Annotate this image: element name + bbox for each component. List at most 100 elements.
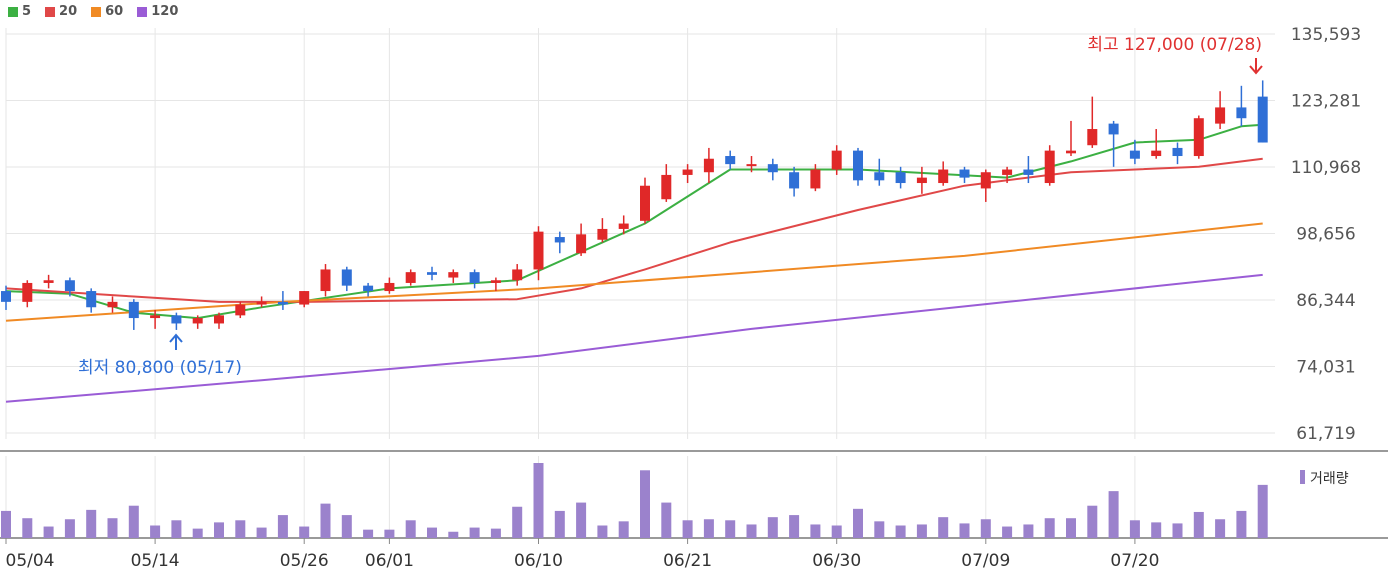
candle-body — [150, 315, 161, 319]
candle-body — [107, 301, 118, 308]
volume-bar — [1215, 519, 1226, 538]
volume-bar — [1172, 523, 1183, 538]
volume-bar — [512, 506, 523, 538]
candle-body — [1193, 118, 1204, 157]
candle-body — [789, 172, 800, 189]
volume-legend-swatch — [1300, 470, 1305, 484]
volume-bar — [597, 525, 608, 538]
volume-bar — [1236, 510, 1247, 538]
volume-bar — [1108, 491, 1119, 538]
candle-body — [831, 150, 842, 170]
candle-body — [1, 291, 11, 302]
legend-item-20[interactable]: 20 — [45, 4, 77, 19]
volume-bar — [853, 508, 863, 538]
candle-body — [1002, 169, 1013, 175]
candles — [1, 80, 1268, 330]
y-tick-label: 135,593 — [1291, 25, 1361, 45]
candle-body — [746, 164, 757, 167]
x-tick-label: 06/30 — [812, 551, 861, 570]
volume-bar — [490, 528, 501, 538]
candle-body — [214, 315, 224, 324]
candle-body — [448, 272, 459, 278]
candle-body — [682, 169, 693, 175]
legend: 5 20 60 120 — [8, 4, 178, 19]
volume-bar — [405, 520, 416, 538]
volume-bar — [256, 527, 267, 538]
volume-bar — [682, 520, 693, 538]
legend-item-60[interactable]: 60 — [91, 4, 123, 19]
volume-bar — [980, 519, 991, 538]
y-axis-ticks: 135,593 123,281 110,968 98,656 86,344 74,031 6… — [1291, 25, 1361, 444]
candle-body — [980, 172, 991, 189]
ma-line-20 — [5, 157, 1263, 303]
volume-bar — [789, 515, 800, 538]
candle-body — [1108, 123, 1119, 135]
volume-bar — [235, 520, 246, 538]
candle-body — [171, 315, 182, 324]
volume-bar — [1023, 524, 1034, 538]
y-tick-label: 61,719 — [1296, 424, 1355, 444]
legend-label: 120 — [151, 4, 179, 19]
x-tick-label: 05/26 — [280, 551, 329, 570]
candle-body — [703, 158, 714, 173]
volume-bar — [703, 519, 714, 538]
volume-bar — [746, 524, 757, 538]
legend-label: 5 — [22, 4, 32, 19]
high-annotation: 최고 127,000 (07/28) — [1087, 35, 1262, 55]
volume-bar — [1193, 511, 1204, 538]
x-tick-label: 07/09 — [961, 551, 1010, 570]
candle-body — [1151, 150, 1162, 157]
candle-body — [363, 285, 374, 292]
legend-label: 60 — [105, 4, 124, 19]
volume-bar — [895, 525, 906, 538]
volume-bar — [86, 509, 97, 538]
candle-body — [874, 172, 885, 181]
legend-swatch-icon — [8, 6, 18, 17]
candle-body — [725, 156, 736, 165]
candle-body — [938, 169, 949, 184]
volume-bar — [1066, 518, 1076, 538]
volume-bar — [214, 522, 224, 538]
volume-bar — [767, 517, 778, 538]
candle-body — [576, 234, 587, 254]
volume-bar — [384, 529, 395, 538]
volume-bar — [831, 525, 842, 538]
candle-body — [1257, 96, 1268, 143]
y-tick-label: 123,281 — [1291, 91, 1361, 111]
candle-body — [1172, 147, 1183, 157]
candle-body — [384, 282, 395, 292]
volume-bar — [618, 521, 629, 538]
volume-bar — [64, 519, 75, 538]
x-tick-label: 05/04 — [6, 551, 55, 570]
legend-swatch-icon — [137, 6, 148, 17]
candle-body — [597, 228, 608, 240]
y-tick-label: 86,344 — [1296, 291, 1355, 311]
candle-body — [512, 269, 523, 281]
volume-bar — [363, 529, 374, 538]
ma-line-5 — [5, 123, 1263, 320]
volume-bar — [554, 510, 565, 538]
candle-body — [1044, 150, 1055, 184]
volume-bar — [640, 470, 650, 538]
candle-body — [341, 269, 352, 286]
volume-bar — [22, 518, 33, 538]
candle-body — [277, 301, 288, 305]
legend-item-5[interactable]: 5 — [8, 4, 31, 19]
x-tick-label: 05/14 — [131, 551, 180, 570]
candle-body — [320, 269, 331, 292]
ma-line-120 — [5, 273, 1263, 403]
volume-bar — [277, 515, 288, 538]
volume-bar — [938, 517, 949, 538]
candle-body — [661, 174, 672, 200]
candle-body — [64, 280, 75, 292]
volume-bar — [1129, 520, 1140, 538]
volume-bar — [1, 510, 11, 538]
volume-bar — [43, 526, 54, 538]
volume-bar — [576, 502, 587, 538]
candle-body — [1129, 150, 1140, 159]
x-tick-label: 07/20 — [1110, 551, 1159, 570]
candle-body — [192, 318, 203, 324]
legend-item-120[interactable]: 120 — [137, 4, 178, 19]
annotations: 최고 127,000 (07/28) 최저 80,800 (05/17) — [78, 35, 1263, 378]
